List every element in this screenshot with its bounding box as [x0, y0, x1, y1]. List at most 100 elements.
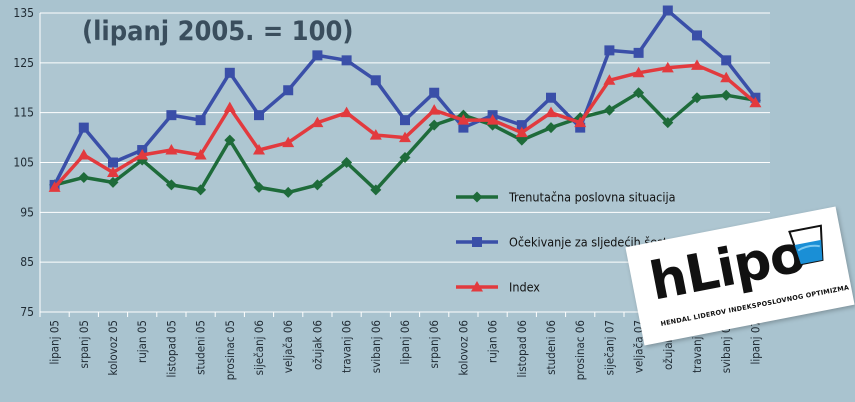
- data-point: [662, 5, 673, 16]
- y-tick-label: 125: [13, 56, 34, 70]
- data-point: [516, 120, 527, 131]
- data-point: [545, 122, 557, 134]
- data-point: [341, 55, 352, 66]
- data-point: [311, 179, 323, 191]
- data-point: [400, 115, 410, 126]
- series-square: [49, 5, 761, 190]
- data-point: [632, 66, 645, 78]
- x-tick-label: rujan 06: [486, 320, 500, 363]
- data-point: [691, 92, 703, 104]
- data-point: [516, 134, 528, 146]
- y-tick-label: 135: [13, 6, 34, 20]
- data-point: [107, 166, 119, 177]
- data-point: [399, 152, 411, 164]
- data-point: [195, 184, 207, 196]
- x-tick-label: veljača 06: [281, 320, 295, 373]
- data-point: [340, 106, 353, 118]
- x-tick-label: ožujak 06: [310, 320, 324, 370]
- data-point: [546, 92, 556, 103]
- x-tick-label: svibanj 06: [369, 320, 383, 373]
- data-point: [312, 50, 323, 61]
- x-tick-label: studeni 05: [194, 320, 208, 375]
- x-tick-label: listopad 05: [164, 320, 178, 377]
- data-point: [166, 110, 177, 121]
- data-point: [165, 179, 177, 191]
- legend-entry: Trenutačna poslovna situacija: [456, 190, 676, 205]
- legend-marker: [471, 281, 483, 292]
- y-tick-label: 105: [13, 156, 34, 170]
- data-point: [603, 104, 615, 116]
- data-point: [575, 122, 586, 133]
- x-tick-label: siječanj 06: [252, 320, 266, 375]
- data-point: [253, 144, 265, 155]
- data-point: [603, 74, 616, 85]
- data-point: [458, 122, 469, 133]
- data-point: [428, 119, 440, 131]
- series-lines: [48, 5, 762, 198]
- y-tick-label: 115: [13, 106, 34, 120]
- data-point: [370, 184, 382, 196]
- x-tick-label: prosinac 05: [223, 320, 237, 380]
- data-point: [341, 157, 353, 168]
- data-point: [78, 122, 89, 133]
- y-tick-label: 75: [20, 305, 34, 319]
- chart-title: (lipanj 2005. = 100): [82, 16, 353, 47]
- y-tick-label: 85: [20, 255, 34, 269]
- data-point: [399, 131, 411, 143]
- legend-marker: [471, 191, 483, 203]
- data-point: [78, 171, 90, 183]
- data-point: [545, 106, 557, 118]
- data-point: [692, 30, 702, 41]
- x-tick-label: srpanj 06: [427, 320, 441, 368]
- water-glass-icon: [788, 224, 824, 266]
- x-tick-label: svibanj 07: [719, 320, 733, 373]
- x-tick-label: studeni 06: [544, 320, 558, 375]
- data-point: [108, 157, 118, 168]
- data-point: [574, 116, 587, 128]
- data-point: [633, 87, 645, 99]
- data-point: [165, 144, 178, 155]
- data-point: [224, 67, 235, 78]
- data-point: [720, 89, 732, 101]
- legend-label: Index: [509, 280, 540, 295]
- legend-label: Trenutačna poslovna situacija: [508, 190, 676, 205]
- y-tick-label: 95: [20, 205, 34, 219]
- data-point: [370, 75, 381, 86]
- x-tick-label: listopad 06: [515, 320, 529, 377]
- data-point: [311, 116, 324, 128]
- data-point: [429, 87, 440, 98]
- data-point: [633, 47, 644, 58]
- data-point: [254, 110, 264, 121]
- data-point: [223, 101, 236, 113]
- data-point: [136, 149, 149, 160]
- x-tick-label: siječanj 07: [602, 320, 616, 375]
- data-point: [194, 149, 207, 160]
- data-point: [662, 117, 674, 129]
- data-point: [721, 55, 732, 66]
- data-point: [77, 149, 90, 160]
- data-point: [282, 136, 295, 148]
- x-tick-label: lipanj 05: [48, 320, 62, 365]
- x-tick-label: lipanj 06: [398, 320, 412, 365]
- data-point: [48, 181, 61, 192]
- data-point: [749, 96, 762, 108]
- x-tick-label: kolovoz 06: [456, 320, 470, 375]
- data-point: [369, 129, 382, 140]
- data-point: [428, 104, 441, 115]
- legend-entry: Index: [456, 280, 540, 295]
- data-point: [224, 134, 236, 146]
- series-triangle: [48, 59, 762, 192]
- data-point: [691, 59, 703, 70]
- data-point: [107, 176, 119, 188]
- x-tick-label: rujan 05: [135, 320, 149, 363]
- x-tick-label: lipanj 07: [748, 320, 762, 365]
- x-tick-label: kolovoz 05: [106, 320, 120, 375]
- data-point: [486, 114, 499, 125]
- x-tick-label: prosinac 06: [573, 320, 587, 380]
- hlipo-logo: hLipo HENDAL LIDEROV INDEKS POSLOVNOG OP…: [625, 206, 855, 346]
- data-point: [282, 186, 294, 198]
- data-point: [661, 61, 674, 73]
- data-point: [195, 115, 206, 126]
- data-point: [720, 71, 733, 83]
